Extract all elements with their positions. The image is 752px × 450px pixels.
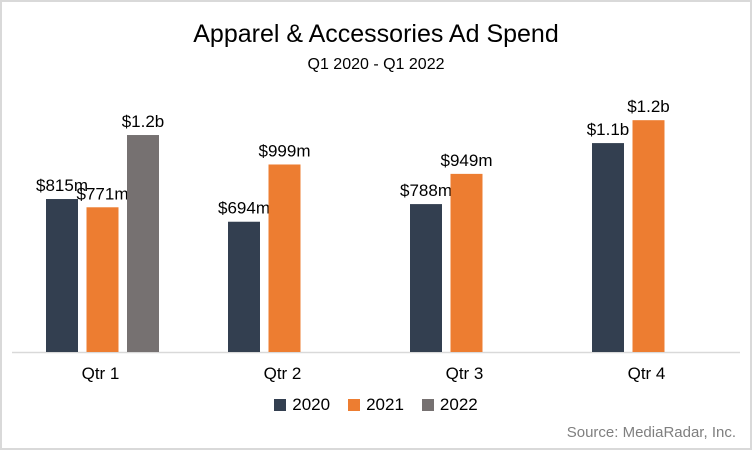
legend-item-2020: 2020 xyxy=(274,395,330,415)
legend-label-2021: 2021 xyxy=(366,395,404,414)
x-tick-label: Qtr 3 xyxy=(446,364,484,383)
data-label: $999m xyxy=(259,141,311,160)
bar-2021-qtr-2 xyxy=(268,164,301,352)
x-tick-label: Qtr 4 xyxy=(628,364,666,383)
data-label: $815m xyxy=(36,176,88,195)
data-label: $1.2b xyxy=(122,112,165,131)
legend: 2020 2021 2022 xyxy=(0,395,752,415)
bar-2021-qtr-3 xyxy=(450,173,483,352)
data-label: $949m xyxy=(441,151,493,170)
bar-2021-qtr-1 xyxy=(86,207,119,352)
bar-2021-qtr-4 xyxy=(632,120,665,353)
legend-swatch-2021 xyxy=(348,399,361,411)
legend-swatch-2022 xyxy=(421,399,434,411)
data-label: $771m xyxy=(77,184,129,203)
legend-swatch-2020 xyxy=(274,399,287,411)
legend-item-2021: 2021 xyxy=(348,395,404,415)
x-tick-label: Qtr 2 xyxy=(264,364,302,383)
legend-label-2022: 2022 xyxy=(439,395,478,414)
legend-label-2020: 2020 xyxy=(292,395,331,414)
source-note: Source: MediaRadar, Inc. xyxy=(566,424,736,441)
bar-2020-qtr-1 xyxy=(46,199,78,352)
bar-2020-qtr-2 xyxy=(228,221,260,352)
bar-2022-qtr-1 xyxy=(127,135,159,352)
x-tick-label: Qtr 1 xyxy=(82,364,120,383)
data-label: $1.2b xyxy=(627,97,670,116)
legend-item-2022: 2022 xyxy=(421,395,478,415)
data-label: $694m xyxy=(218,199,270,218)
bar-2020-qtr-4 xyxy=(592,143,624,352)
chart-title: Apparel & Accessories Ad Spend xyxy=(193,20,559,48)
chart-subtitle: Q1 2020 - Q1 2022 xyxy=(307,56,445,73)
bar-2020-qtr-3 xyxy=(410,204,442,352)
data-label: $1.1b xyxy=(587,120,630,139)
data-label: $788m xyxy=(400,181,452,200)
